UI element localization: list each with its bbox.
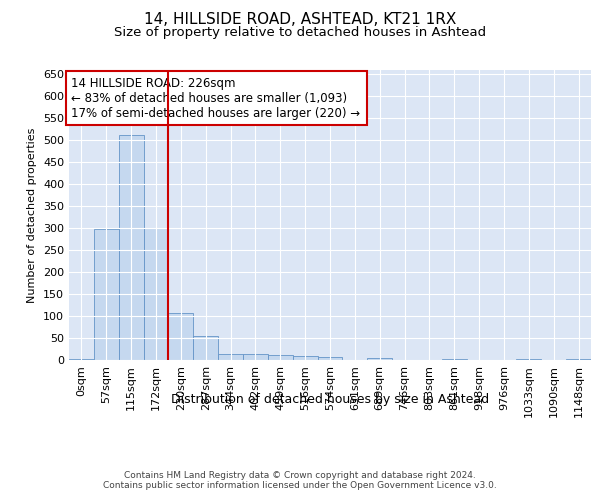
- Bar: [293, 356, 317, 360]
- Bar: [517, 359, 541, 360]
- Bar: [268, 354, 293, 360]
- Text: 14, HILLSIDE ROAD, ASHTEAD, KT21 1RX: 14, HILLSIDE ROAD, ASHTEAD, KT21 1RX: [144, 12, 456, 28]
- Bar: [169, 314, 193, 360]
- Bar: [317, 358, 343, 360]
- Bar: [218, 354, 243, 360]
- Bar: [566, 359, 591, 360]
- Bar: [94, 229, 119, 360]
- Text: Distribution of detached houses by size in Ashtead: Distribution of detached houses by size …: [171, 392, 489, 406]
- Text: 14 HILLSIDE ROAD: 226sqm
← 83% of detached houses are smaller (1,093)
17% of sem: 14 HILLSIDE ROAD: 226sqm ← 83% of detach…: [71, 76, 361, 120]
- Bar: [193, 336, 218, 360]
- Bar: [119, 136, 143, 360]
- Text: Contains HM Land Registry data © Crown copyright and database right 2024.
Contai: Contains HM Land Registry data © Crown c…: [103, 470, 497, 490]
- Bar: [442, 358, 467, 360]
- Bar: [69, 358, 94, 360]
- Bar: [367, 358, 392, 360]
- Text: Size of property relative to detached houses in Ashtead: Size of property relative to detached ho…: [114, 26, 486, 39]
- Bar: [143, 228, 169, 360]
- Y-axis label: Number of detached properties: Number of detached properties: [28, 128, 37, 302]
- Bar: [243, 354, 268, 360]
